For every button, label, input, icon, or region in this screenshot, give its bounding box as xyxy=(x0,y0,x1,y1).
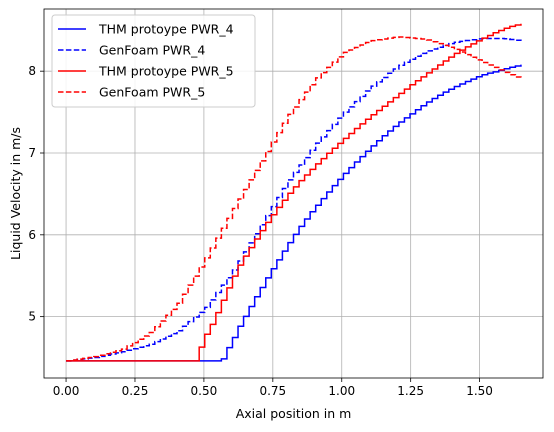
legend-frame xyxy=(51,14,256,108)
plot-frame xyxy=(43,8,544,379)
x-tick-label: 0.75 xyxy=(259,384,286,398)
x-axis-label: Axial position in m xyxy=(236,406,352,421)
y-axis-label: Liquid Velocity in m/s xyxy=(8,127,23,260)
y-tick-label: 5 xyxy=(28,310,36,324)
legend-label-4: GenFoam PWR_5 xyxy=(99,85,205,100)
series-line-3 xyxy=(66,23,522,362)
series-line-4 xyxy=(66,36,522,362)
legend-entries: THM protoype PWR_4 GenFoam PWR_4 THM proto… xyxy=(58,22,234,100)
series-line-2 xyxy=(66,37,522,362)
x-tick-label: 0.50 xyxy=(191,384,218,398)
y-tick-label: 6 xyxy=(28,228,36,242)
legend-label-2: GenFoam PWR_4 xyxy=(99,43,205,58)
x-tick-label: 1.50 xyxy=(466,384,493,398)
x-tick-label: 1.00 xyxy=(328,384,355,398)
series-layer xyxy=(66,23,522,362)
x-tick-label: 0.25 xyxy=(122,384,149,398)
y-tick-label: 8 xyxy=(28,64,36,78)
legend: THM protoype PWR_4 GenFoam PWR_4 THM proto… xyxy=(51,14,256,108)
legend-label-1: THM protoype PWR_4 xyxy=(98,22,234,37)
ticks: 0.00 0.25 0.50 0.75 1.00 1.25 1.50 5 6 7 8 xyxy=(28,64,493,398)
x-tick-label: 1.25 xyxy=(397,384,424,398)
x-tick-label: 0.00 xyxy=(53,384,80,398)
legend-label-3: THM protoype PWR_5 xyxy=(98,64,234,79)
y-tick-label: 7 xyxy=(28,146,36,160)
